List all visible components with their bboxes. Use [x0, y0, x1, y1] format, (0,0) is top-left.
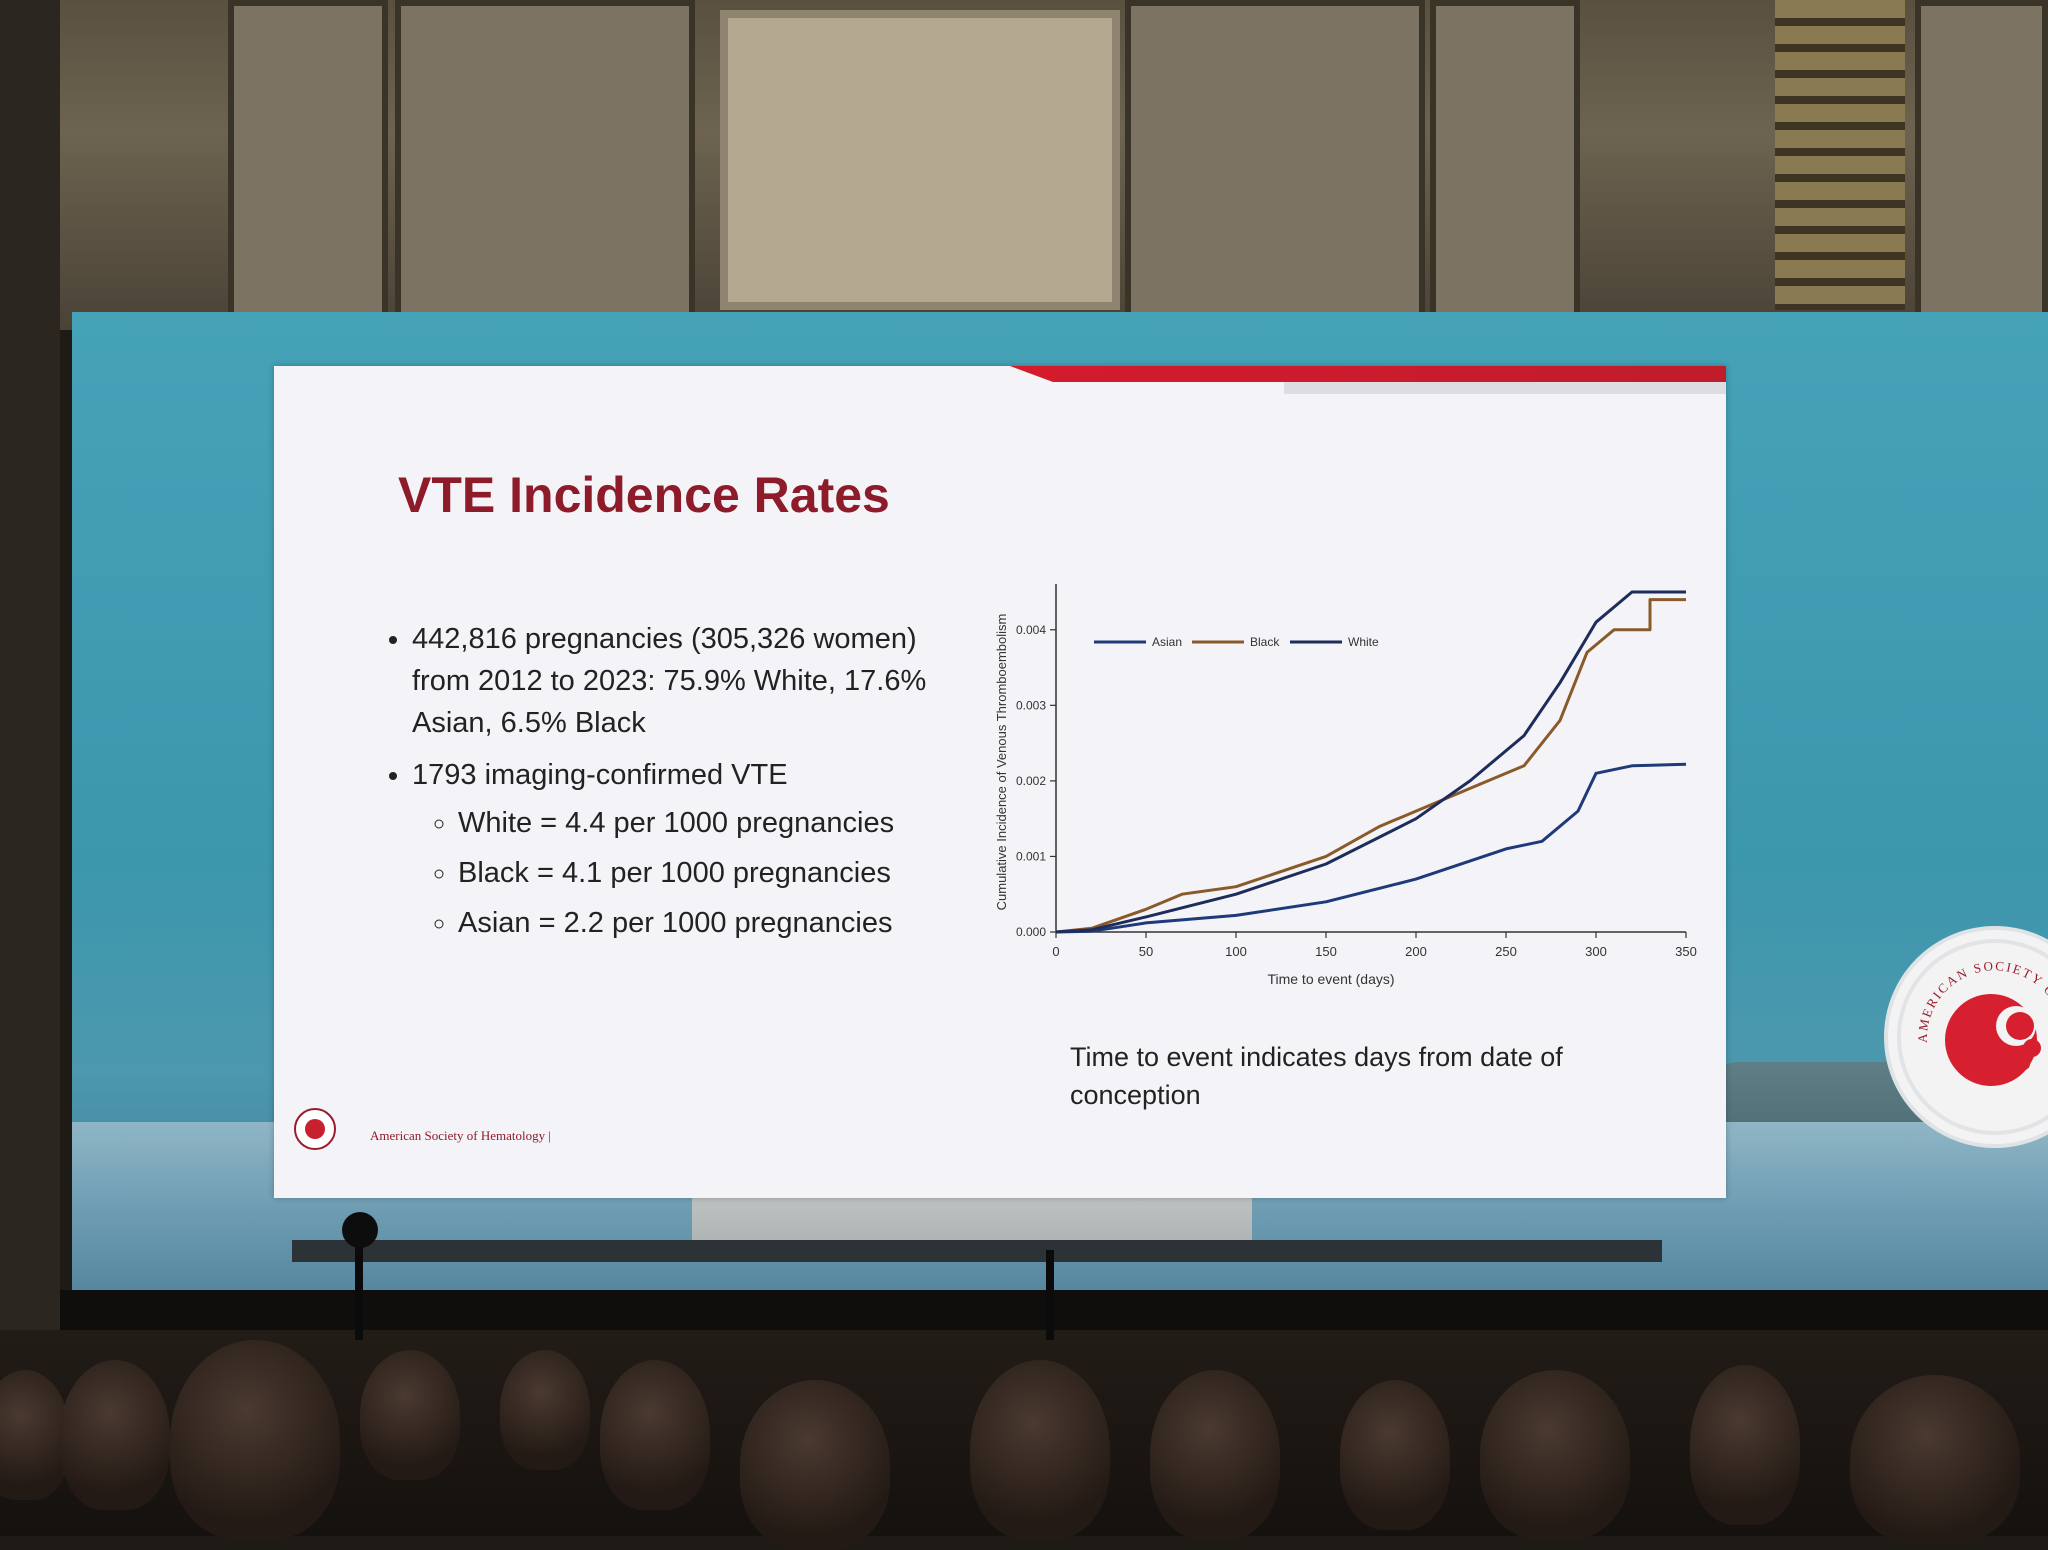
bullet-item: 442,816 pregnancies (305,326 women) from… [412, 618, 946, 744]
legend-label-asian: Asian [1152, 635, 1182, 649]
microphone [342, 1212, 378, 1248]
audience-head [600, 1360, 710, 1510]
audience-head [60, 1360, 170, 1510]
wall-window [1775, 0, 1905, 310]
sub-bullet-item: Black = 4.1 per 1000 pregnancies [458, 852, 946, 894]
incidence-chart: 0.000 0.001 0.002 0.003 0.004 0 50 100 150 200 250… [984, 562, 1704, 1002]
bullet-list: 442,816 pregnancies (305,326 women) from… [386, 618, 946, 954]
x-tick-label: 50 [1139, 944, 1153, 959]
y-tick-label: 0.004 [1016, 623, 1046, 637]
sub-bullet-item: Asian = 2.2 per 1000 pregnancies [458, 902, 946, 944]
x-axis-label: Time to event (days) [1267, 971, 1394, 987]
microphone-stand [1046, 1250, 1054, 1340]
sub-bullet-item: White = 4.4 per 1000 pregnancies [458, 802, 946, 844]
wall-panel [395, 0, 695, 320]
sub-bullet-text: Asian = 2.2 per 1000 pregnancies [458, 907, 893, 939]
audience [0, 1330, 2048, 1550]
x-tick-label: 150 [1315, 944, 1337, 959]
y-tick-label: 0.002 [1016, 774, 1046, 788]
backdrop-pier [292, 1240, 1662, 1262]
series-line-asian [1055, 762, 1687, 934]
microphone-stand [355, 1230, 363, 1340]
wall-panel [1125, 0, 1425, 320]
y-axis-label: Cumulative Incidence of Venous Thromboem… [994, 614, 1009, 911]
legend-label-white: White [1348, 635, 1379, 649]
audience-head [170, 1340, 340, 1540]
legend-label-black: Black [1250, 635, 1280, 649]
ceiling-wall [0, 0, 2048, 1400]
footer-logo [294, 1108, 336, 1150]
ash-seal: AMERICAN SOCIETY OF HEMATOLOGY [1882, 918, 2048, 1144]
y-tick-label: 0.000 [1016, 925, 1046, 939]
audience-head [1340, 1380, 1450, 1530]
wall-panel [1430, 0, 1580, 320]
presentation-slide: VTE Incidence Rates 442,816 pregnancies … [274, 366, 1726, 1198]
audience-head [740, 1380, 890, 1550]
slide-title: VTE Incidence Rates [398, 467, 890, 523]
x-tick-label: 0 [1052, 944, 1059, 959]
left-pillar [0, 0, 60, 1400]
audience-head [360, 1350, 460, 1480]
audience-head [1480, 1370, 1630, 1540]
x-tick-label: 300 [1585, 944, 1607, 959]
x-tick-label: 200 [1405, 944, 1427, 959]
audience-head [970, 1360, 1110, 1540]
series-line-white [1055, 590, 1686, 934]
audience-head [1690, 1365, 1800, 1525]
x-tick-label: 100 [1225, 944, 1247, 959]
bullet-text: 442,816 pregnancies (305,326 women) from… [412, 623, 927, 739]
y-tick-label: 0.003 [1016, 698, 1046, 712]
x-tick-label: 250 [1495, 944, 1517, 959]
wall-panel [228, 0, 388, 320]
audience-head [0, 1370, 70, 1500]
incidence-chart-svg: 0.000 0.001 0.002 0.003 0.004 0 50 100 150 200 250… [994, 584, 1697, 987]
bullet-item: 1793 imaging-confirmed VTE White = 4.4 p… [412, 754, 946, 944]
wall-panel [1915, 0, 2048, 320]
x-tick-label: 350 [1675, 944, 1697, 959]
footer-text: American Society of Hematology | [370, 1128, 551, 1143]
audience-head [500, 1350, 590, 1470]
y-tick-label: 0.001 [1016, 849, 1046, 863]
sub-bullet-text: White = 4.4 per 1000 pregnancies [458, 807, 895, 839]
audience-head [1150, 1370, 1280, 1540]
series-line-black [1055, 598, 1686, 934]
slide-accent-bar [1010, 366, 1726, 382]
ash-seal-graphic: AMERICAN SOCIETY OF HEMATOLOGY [1882, 918, 2048, 1135]
slide-accent-shadow [1284, 382, 1726, 394]
wall-door [720, 10, 1120, 310]
bullet-text: 1793 imaging-confirmed VTE [412, 759, 788, 791]
chart-caption: Time to event indicates days from date o… [1070, 1042, 1563, 1110]
audience-head [1850, 1375, 2020, 1545]
sub-bullet-text: Black = 4.1 per 1000 pregnancies [458, 857, 891, 889]
